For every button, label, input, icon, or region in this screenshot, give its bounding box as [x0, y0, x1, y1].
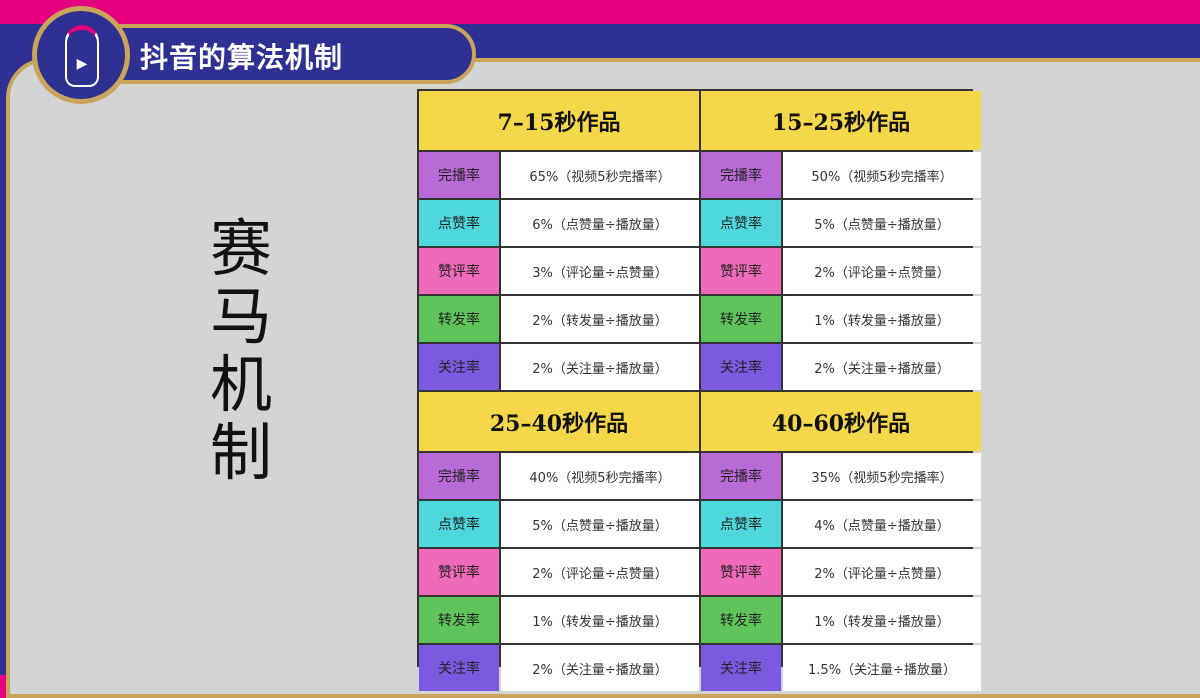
metric-value: 50%（视频5秒完播率） [783, 152, 981, 198]
metric-value: 5%（点赞量÷播放量） [783, 200, 981, 246]
metric-value: 2%（转发量÷播放量） [501, 296, 699, 342]
metric-label: 关注率 [419, 344, 499, 390]
metric-value: 35%（视频5秒完播率） [783, 453, 981, 499]
metric-label: 赞评率 [701, 248, 781, 294]
metric-value: 1.5%（关注量÷播放量） [783, 645, 981, 691]
metric-label: 赞评率 [419, 549, 499, 595]
metric-label: 关注率 [419, 645, 499, 691]
metric-value: 3%（评论量÷点赞量） [501, 248, 699, 294]
metric-label: 点赞率 [419, 501, 499, 547]
metric-label: 点赞率 [701, 200, 781, 246]
page-title: 抖音的算法机制 [140, 41, 344, 74]
metric-label: 转发率 [701, 597, 781, 643]
metric-label: 完播率 [701, 152, 781, 198]
metric-label: 赞评率 [419, 248, 499, 294]
metric-label: 转发率 [419, 597, 499, 643]
metric-value: 6%（点赞量÷播放量） [501, 200, 699, 246]
metric-label: 完播率 [419, 453, 499, 499]
metric-value: 2%（关注量÷播放量） [501, 344, 699, 390]
metric-label: 点赞率 [419, 200, 499, 246]
metric-label: 转发率 [419, 296, 499, 342]
metric-label: 转发率 [701, 296, 781, 342]
metric-label: 点赞率 [701, 501, 781, 547]
block-title: 25–40秒作品 [419, 392, 699, 451]
metric-value: 1%（转发量÷播放量） [783, 296, 981, 342]
metric-label: 完播率 [419, 152, 499, 198]
metric-label: 完播率 [701, 453, 781, 499]
rate-table: 7–15秒作品 完播率 65%（视频5秒完播率） 点赞率 6%（点赞量÷播放量） 赞评率 3… [417, 89, 981, 691]
metric-value: 1%（转发量÷播放量） [501, 597, 699, 643]
metric-value: 5%（点赞量÷播放量） [501, 501, 699, 547]
metric-label: 关注率 [701, 344, 781, 390]
metric-value: 40%（视频5秒完播率） [501, 453, 699, 499]
block-title: 7–15秒作品 [419, 91, 699, 150]
side-title: 赛马机制 [210, 212, 273, 489]
metric-value: 65%（视频5秒完播率） [501, 152, 699, 198]
metric-value: 2%（评论量÷点赞量） [501, 549, 699, 595]
block-title: 15–25秒作品 [701, 91, 981, 150]
block-title: 40–60秒作品 [701, 392, 981, 451]
metric-value: 2%（评论量÷点赞量） [783, 248, 981, 294]
metric-value: 2%（关注量÷播放量） [783, 344, 981, 390]
metric-value: 2%（关注量÷播放量） [501, 645, 699, 691]
logo-icon: ▶ [32, 6, 130, 104]
metric-label: 赞评率 [701, 549, 781, 595]
metric-value: 4%（点赞量÷播放量） [783, 501, 981, 547]
metric-value: 1%（转发量÷播放量） [783, 597, 981, 643]
metric-label: 关注率 [701, 645, 781, 691]
metric-value: 2%（评论量÷点赞量） [783, 549, 981, 595]
